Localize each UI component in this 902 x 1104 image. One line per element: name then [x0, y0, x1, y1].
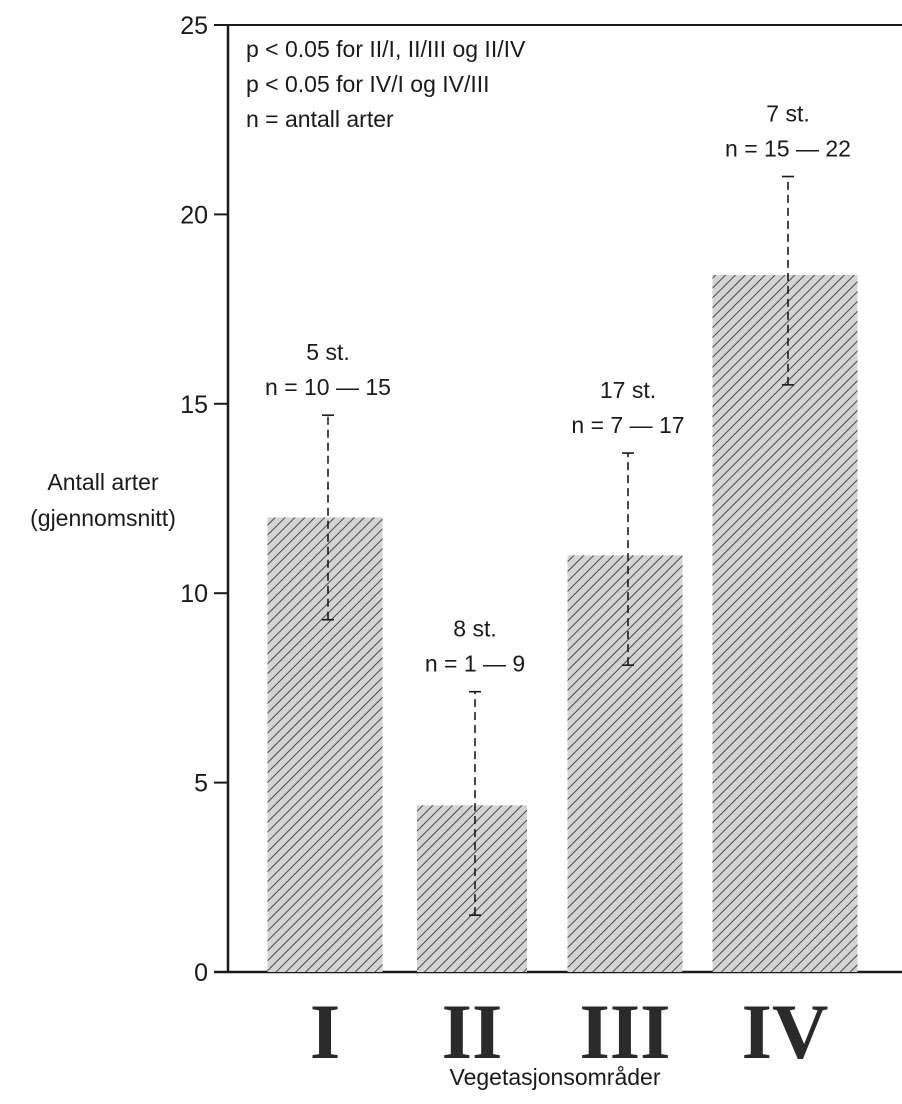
x-tick-label: II — [442, 988, 503, 1075]
bar-count-label: 8 st. — [453, 616, 496, 642]
y-tick-label: 5 — [194, 770, 208, 798]
bar-count-label: 17 st. — [600, 377, 656, 403]
bar-II — [417, 805, 527, 972]
y-tick-label: 20 — [180, 201, 208, 229]
bar-I — [267, 517, 383, 972]
x-tick-label: IV — [742, 988, 829, 1075]
bar-count-label: 7 st. — [766, 101, 809, 127]
bar-range-label: n = 7 — 17 — [571, 412, 684, 438]
bar-range-label: n = 10 — 15 — [265, 374, 391, 400]
bar-count-label: 5 st. — [306, 339, 349, 365]
x-tick-label: I — [310, 988, 340, 1075]
y-tick-label: 15 — [180, 391, 208, 419]
y-tick-label: 25 — [180, 12, 208, 40]
bar-annotations: 5 st. n = 10 — 15 8 st. n = 1 — 9 17 st. n = … — [265, 101, 851, 677]
category-labels: I II III IV — [310, 988, 829, 1075]
y-axis-ticks: 0 5 10 15 20 25 — [180, 12, 228, 987]
legend-line-2: p < 0.05 for IV/I og IV/III — [246, 71, 490, 97]
bar-range-label: n = 15 — 22 — [725, 136, 851, 162]
bar-III — [567, 555, 683, 972]
y-axis-title-line-2: (gjennomsnitt) — [30, 505, 176, 531]
y-tick-label: 10 — [180, 580, 208, 608]
legend-line-3: n = antall arter — [246, 106, 394, 132]
bar-IV — [712, 275, 858, 972]
error-bars — [322, 175, 794, 916]
legend-line-1: p < 0.05 for II/I, II/III og II/IV — [246, 36, 526, 62]
bars — [267, 275, 858, 972]
y-tick-label: 0 — [194, 959, 208, 987]
x-tick-label: III — [579, 988, 670, 1075]
x-axis-title: Vegetasjonsområder — [450, 1064, 661, 1090]
y-axis-title-line-1: Antall arter — [47, 469, 159, 495]
bar-range-label: n = 1 — 9 — [425, 651, 525, 677]
